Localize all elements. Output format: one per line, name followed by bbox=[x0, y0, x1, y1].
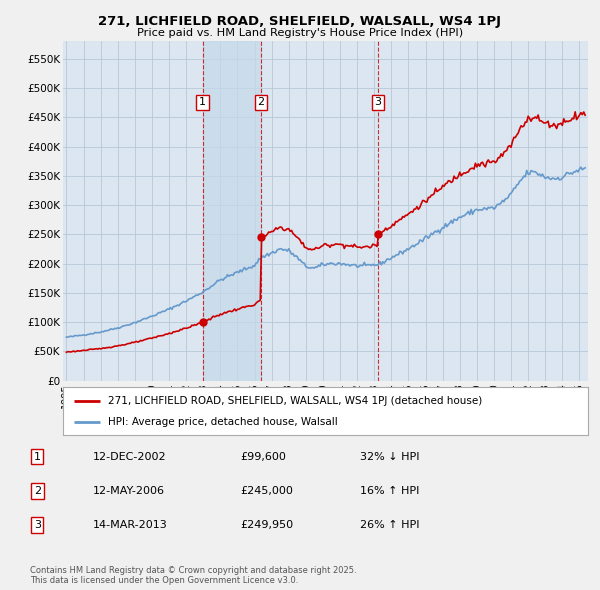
Text: 271, LICHFIELD ROAD, SHELFIELD, WALSALL, WS4 1PJ (detached house): 271, LICHFIELD ROAD, SHELFIELD, WALSALL,… bbox=[107, 395, 482, 405]
Text: £99,600: £99,600 bbox=[240, 452, 286, 461]
Text: 12-MAY-2006: 12-MAY-2006 bbox=[93, 486, 165, 496]
Text: 2: 2 bbox=[257, 97, 265, 107]
Text: 2: 2 bbox=[34, 486, 41, 496]
Text: 32% ↓ HPI: 32% ↓ HPI bbox=[360, 452, 419, 461]
Text: 271, LICHFIELD ROAD, SHELFIELD, WALSALL, WS4 1PJ: 271, LICHFIELD ROAD, SHELFIELD, WALSALL,… bbox=[98, 15, 502, 28]
Text: Price paid vs. HM Land Registry's House Price Index (HPI): Price paid vs. HM Land Registry's House … bbox=[137, 28, 463, 38]
Text: Contains HM Land Registry data © Crown copyright and database right 2025.
This d: Contains HM Land Registry data © Crown c… bbox=[30, 566, 356, 585]
Text: 12-DEC-2002: 12-DEC-2002 bbox=[93, 452, 167, 461]
Text: 3: 3 bbox=[374, 97, 382, 107]
Text: 1: 1 bbox=[34, 452, 41, 461]
Text: 26% ↑ HPI: 26% ↑ HPI bbox=[360, 520, 419, 530]
Text: £245,000: £245,000 bbox=[240, 486, 293, 496]
Bar bbox=[203, 41, 261, 381]
Text: 1: 1 bbox=[199, 97, 206, 107]
Text: 14-MAR-2013: 14-MAR-2013 bbox=[93, 520, 168, 530]
Text: £249,950: £249,950 bbox=[240, 520, 293, 530]
Text: 16% ↑ HPI: 16% ↑ HPI bbox=[360, 486, 419, 496]
Text: HPI: Average price, detached house, Walsall: HPI: Average price, detached house, Wals… bbox=[107, 417, 337, 427]
Text: 3: 3 bbox=[34, 520, 41, 530]
